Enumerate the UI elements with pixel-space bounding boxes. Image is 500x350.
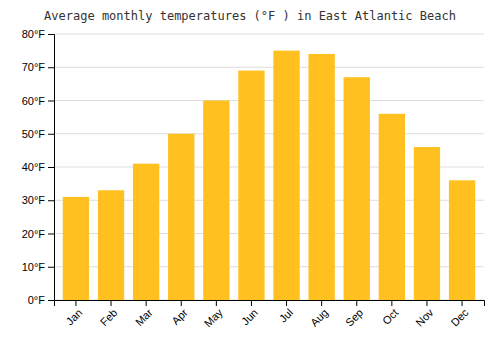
grid-line	[54, 34, 484, 35]
title: Average monthly temperatures (°F ) in Ea…	[44, 9, 456, 23]
x-tick: Jul	[277, 300, 295, 325]
x-tick-mark	[216, 300, 217, 306]
x-tick-mark	[286, 300, 287, 306]
x-tick: May	[202, 300, 226, 329]
y-tick-mark	[48, 234, 54, 235]
x-tick-label: Jun	[239, 306, 260, 327]
x-tick: Apr	[169, 300, 190, 327]
bar	[379, 114, 405, 300]
x-tick-label: Feb	[98, 306, 120, 328]
y-tick-label: 60°F	[22, 95, 46, 107]
y-tick: 40°F	[22, 161, 54, 173]
chart-svg: Average monthly temperatures (°F ) in Ea…	[0, 0, 500, 350]
bar	[308, 54, 334, 300]
y-tick-label: 50°F	[22, 128, 46, 140]
x-tick-label: Sep	[343, 306, 365, 328]
bars	[63, 51, 475, 300]
x-tick-mark	[146, 300, 147, 306]
y-axis: 0°F 10°F 20°F 30°F 40°F 50°F 60°F 70°F 80°F	[22, 28, 55, 306]
x-tick-mark	[426, 300, 427, 306]
x-tick-mark	[321, 300, 322, 306]
bar	[344, 77, 370, 300]
x-tick: Sep	[343, 300, 365, 329]
grid-line	[54, 100, 484, 101]
y-tick-label: 40°F	[22, 161, 46, 173]
y-tick: 10°F	[22, 261, 54, 273]
bar	[203, 101, 229, 301]
y-tick: 60°F	[22, 95, 54, 107]
bar	[238, 71, 264, 300]
y-tick-mark	[48, 167, 54, 168]
y-tick: 70°F	[22, 61, 54, 73]
x-tick-label: Oct	[380, 306, 401, 327]
x-tick: Mar	[133, 300, 155, 328]
x-tick: Oct	[380, 300, 401, 327]
grid	[54, 34, 484, 300]
y-tick-mark	[48, 67, 54, 68]
y-tick: 20°F	[22, 228, 54, 240]
x-tick-label: Jan	[63, 306, 84, 327]
x-tick-label: Dec	[448, 306, 471, 329]
x-tick: Jan	[63, 300, 84, 327]
y-tick-label: 70°F	[22, 61, 46, 73]
grid-line	[54, 67, 484, 68]
y-tick-mark	[48, 300, 54, 301]
y-tick-label: 30°F	[22, 194, 46, 206]
bar	[63, 197, 89, 300]
y-tick: 0°F	[28, 294, 54, 306]
x-tick: Nov	[413, 300, 436, 329]
x-tick: Jun	[239, 300, 260, 327]
y-tick: 80°F	[22, 28, 54, 40]
x-tick-label: Apr	[169, 306, 190, 327]
y-tick: 30°F	[22, 194, 54, 206]
y-tick-mark	[48, 200, 54, 201]
bar	[273, 51, 299, 300]
x-tick: Dec	[448, 300, 471, 329]
y-tick: 50°F	[22, 128, 54, 140]
x-tick-mark	[75, 300, 76, 306]
x-tick-mark	[111, 300, 112, 306]
y-tick-label: 10°F	[22, 261, 46, 273]
bar	[133, 164, 159, 300]
bar	[168, 134, 194, 300]
x-tick-label: May	[202, 306, 226, 330]
y-tick-mark	[48, 134, 54, 135]
x-axis-line	[55, 301, 485, 307]
x-tick-label: Aug	[308, 306, 330, 328]
x-tick-label: Jul	[277, 306, 295, 324]
x-tick-mark	[391, 300, 392, 306]
y-tick-mark	[48, 101, 54, 102]
y-axis-line	[48, 35, 55, 301]
y-tick-mark	[48, 34, 54, 35]
x-tick-mark	[181, 300, 182, 306]
chart-container: Average monthly temperatures (°F ) in Ea…	[0, 0, 500, 350]
x-tick-mark	[356, 300, 357, 306]
bar	[449, 180, 475, 300]
bar	[414, 147, 440, 300]
x-tick-mark	[462, 300, 463, 306]
x-tick-label: Mar	[133, 306, 155, 328]
y-tick-label: 20°F	[22, 228, 46, 240]
x-tick-label: Nov	[413, 306, 436, 329]
x-tick-mark	[251, 300, 252, 306]
y-tick-label: 80°F	[22, 28, 46, 40]
x-tick: Feb	[98, 300, 120, 328]
bar	[98, 190, 124, 300]
y-tick-label: 0°F	[28, 294, 46, 306]
y-tick-mark	[48, 267, 54, 268]
x-tick: Aug	[308, 300, 330, 329]
plot-area: Jan Feb Mar Apr May Jun Jul Aug Sep Oct Nov Dec 0°F 1…	[22, 28, 485, 329]
x-axis: Jan Feb Mar Apr May Jun Jul Aug Sep Oct Nov Dec	[55, 300, 485, 329]
grid-line	[54, 133, 484, 134]
